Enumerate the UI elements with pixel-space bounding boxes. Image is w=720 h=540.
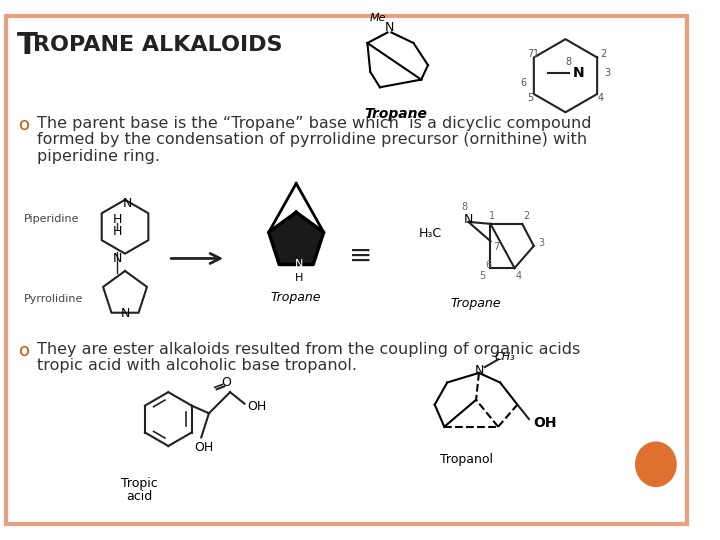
Text: N: N [464, 213, 473, 226]
Text: 2: 2 [523, 211, 529, 221]
Polygon shape [269, 212, 324, 265]
Text: N: N [122, 197, 132, 210]
Text: N: N [120, 307, 130, 320]
Text: N: N [112, 252, 122, 265]
Text: 1: 1 [533, 49, 539, 59]
Text: o: o [19, 342, 30, 360]
Text: 4: 4 [598, 93, 604, 103]
Text: Tropane: Tropane [271, 291, 321, 304]
Text: 7: 7 [527, 49, 533, 59]
Text: Tropic: Tropic [121, 477, 158, 490]
Text: 2: 2 [600, 49, 606, 59]
Text: ROPANE ALKALOIDS: ROPANE ALKALOIDS [32, 35, 282, 55]
Text: H: H [112, 225, 122, 238]
Text: 5: 5 [527, 93, 533, 103]
Text: o: o [19, 116, 30, 134]
Text: 8: 8 [565, 57, 572, 68]
Text: H: H [295, 273, 303, 283]
Text: 7: 7 [493, 242, 500, 252]
Text: N: N [295, 259, 303, 269]
Text: Me: Me [369, 13, 386, 23]
Text: ≡: ≡ [349, 241, 372, 269]
Text: They are ester alkaloids resulted from the coupling of organic acids: They are ester alkaloids resulted from t… [37, 342, 580, 357]
Text: Piperidine: Piperidine [24, 214, 79, 224]
Text: 3: 3 [605, 68, 611, 78]
Text: CH₃: CH₃ [495, 352, 516, 362]
Text: Tropanol: Tropanol [440, 453, 493, 465]
Text: 6: 6 [520, 78, 526, 89]
Text: 6: 6 [485, 260, 492, 270]
Text: 5: 5 [480, 271, 486, 281]
FancyBboxPatch shape [6, 16, 687, 524]
Text: acid: acid [126, 490, 153, 503]
Text: Pyrrolidine: Pyrrolidine [24, 294, 84, 304]
Text: Tropane: Tropane [451, 297, 501, 310]
Text: Tropane: Tropane [365, 106, 428, 120]
Text: N: N [474, 364, 484, 377]
Text: piperidine ring.: piperidine ring. [37, 149, 160, 164]
Text: H₃C: H₃C [418, 227, 441, 240]
Text: H: H [112, 213, 122, 226]
Text: tropic acid with alcoholic base tropanol.: tropic acid with alcoholic base tropanol… [37, 359, 356, 374]
Text: formed by the condensation of pyrrolidine precursor (ornithine) with: formed by the condensation of pyrrolidin… [37, 132, 587, 147]
Text: OH: OH [194, 441, 214, 455]
Text: N: N [384, 21, 394, 34]
Text: T: T [17, 31, 38, 60]
Text: 8: 8 [462, 202, 467, 212]
Text: OH: OH [248, 400, 266, 413]
Text: The parent base is the “Tropane” base which  is a dicyclic compound: The parent base is the “Tropane” base wh… [37, 116, 591, 131]
Text: OH: OH [533, 416, 557, 430]
Ellipse shape [636, 442, 676, 487]
Text: 4: 4 [516, 271, 521, 281]
Text: O: O [221, 376, 231, 389]
Text: N: N [573, 66, 585, 80]
Text: 1: 1 [490, 211, 495, 221]
Text: 3: 3 [539, 238, 544, 248]
